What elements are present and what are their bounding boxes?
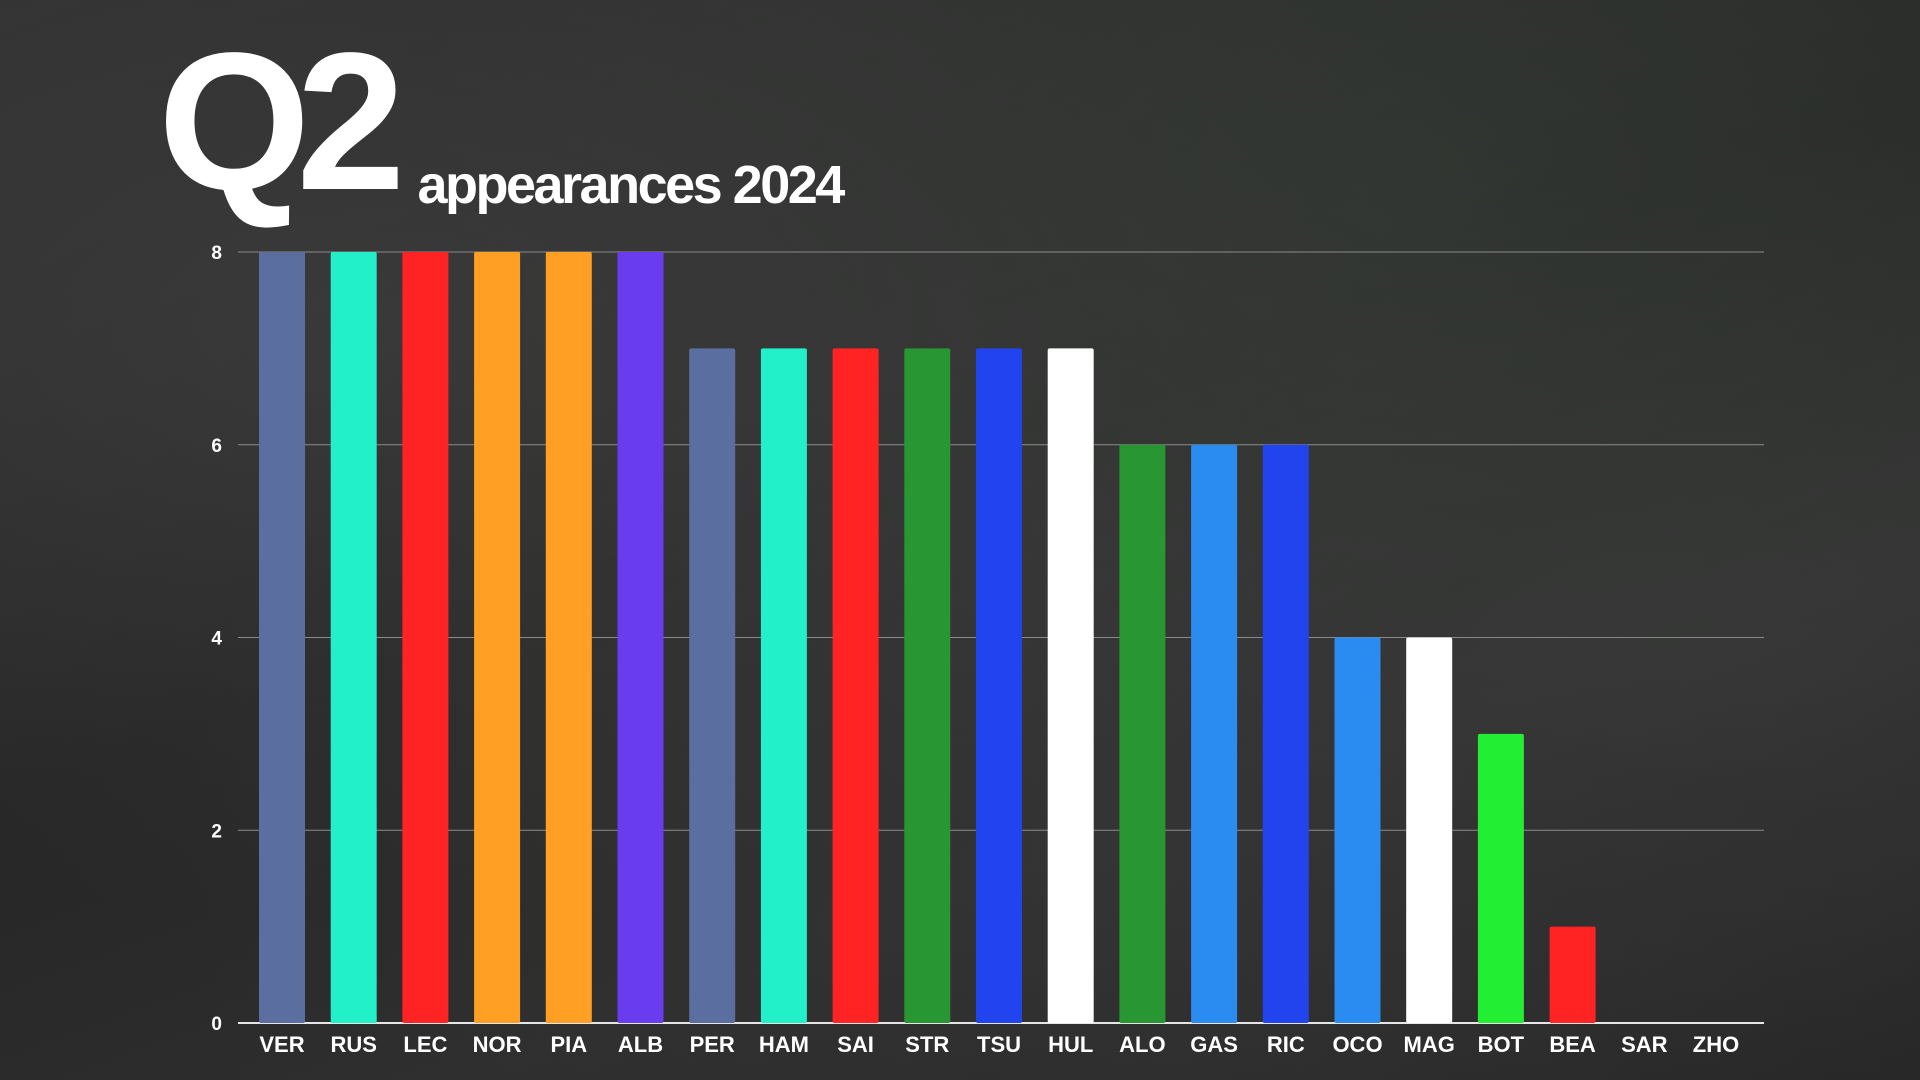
x-tick-label: GAS (1190, 1032, 1238, 1057)
title-main: Q2 (158, 12, 405, 231)
x-tick-label: HUL (1048, 1032, 1093, 1057)
bar-pia (545, 252, 592, 1023)
y-tick-label: 4 (211, 629, 222, 650)
x-tick-label: ALB (618, 1032, 663, 1057)
bar-mag (1406, 637, 1453, 1023)
bar-oco (1334, 637, 1381, 1023)
y-tick-label: 8 (211, 243, 222, 264)
bar-nor (474, 252, 521, 1023)
bar-gas (1191, 444, 1238, 1023)
x-tick-label: ZHO (1693, 1032, 1739, 1057)
bar-hul (1047, 348, 1094, 1023)
x-tick-label: SAI (837, 1032, 874, 1057)
bar-ric (1262, 444, 1309, 1023)
x-tick-label: BOT (1478, 1032, 1525, 1057)
x-tick-label: HAM (759, 1032, 809, 1057)
x-tick-label: ALO (1119, 1032, 1165, 1057)
x-axis: VER RUS LEC NOR PIA ALB PER HAM SAI STR TSU HUL ALO G… (259, 1032, 1739, 1057)
bar-alb (617, 252, 664, 1023)
x-tick-label: OCO (1332, 1032, 1382, 1057)
x-tick-label: STR (905, 1032, 949, 1057)
y-tick-label: 6 (211, 436, 222, 457)
bar-str (904, 348, 951, 1023)
y-tick-label: 2 (211, 821, 222, 842)
x-tick-label: NOR (473, 1032, 522, 1057)
bar-bot (1477, 733, 1524, 1023)
x-tick-label: BEA (1549, 1032, 1596, 1057)
x-tick-label: TSU (977, 1032, 1021, 1057)
x-tick-label: LEC (403, 1032, 447, 1057)
bar-per (689, 348, 736, 1023)
x-tick-label: VER (259, 1032, 304, 1057)
bar-rus (330, 252, 377, 1023)
bar-alo (1119, 444, 1166, 1023)
bars (259, 252, 1596, 1023)
y-tick-label: 0 (211, 1014, 222, 1035)
bar-sai (832, 348, 879, 1023)
bar-bea (1549, 926, 1596, 1023)
bar-ver (259, 252, 305, 1023)
title-sub: appearances 2024 (417, 155, 845, 215)
x-tick-label: SAR (1621, 1032, 1668, 1057)
bar-lec (402, 252, 449, 1023)
y-axis: 0 2 4 6 8 (211, 243, 222, 1035)
chart-title: Q2 appearances 2024 (158, 24, 845, 220)
x-tick-label: RIC (1267, 1032, 1305, 1057)
bar-tsu (976, 348, 1022, 1023)
x-tick-label: RUS (330, 1032, 376, 1057)
x-tick-label: MAG (1404, 1032, 1455, 1057)
x-tick-label: PIA (550, 1032, 587, 1057)
x-tick-label: PER (690, 1032, 735, 1057)
bar-ham (760, 348, 807, 1023)
